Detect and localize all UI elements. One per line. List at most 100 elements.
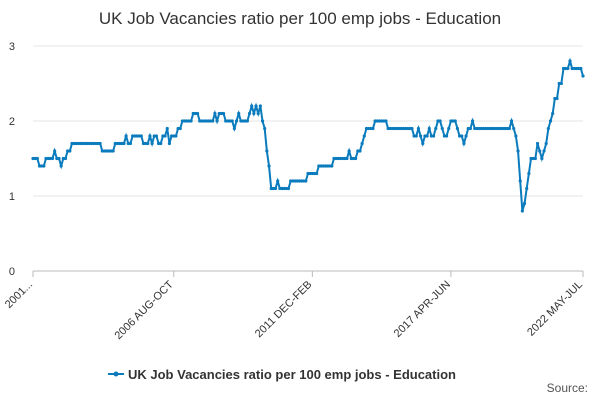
- data-point: [163, 134, 167, 138]
- data-point: [551, 111, 555, 116]
- data-point: [286, 186, 291, 191]
- data-point: [362, 134, 366, 138]
- data-point: [68, 149, 72, 153]
- data-point: [247, 111, 252, 116]
- data-point: [35, 156, 39, 161]
- data-point: [128, 141, 133, 146]
- data-point: [146, 141, 150, 146]
- data-point: [330, 164, 334, 168]
- data-point: [245, 119, 249, 123]
- data-point: [124, 134, 128, 138]
- data-point: [154, 134, 159, 138]
- data-point: [111, 149, 115, 153]
- data-point: [455, 126, 460, 131]
- data-point: [42, 164, 46, 168]
- data-point: [527, 171, 531, 176]
- y-tick-label: 3: [9, 41, 15, 53]
- data-point: [221, 111, 226, 116]
- data-point: [57, 156, 61, 161]
- data-point: [150, 141, 154, 146]
- data-point: [518, 179, 522, 183]
- data-point: [542, 149, 546, 153]
- data-point: [525, 186, 529, 191]
- data-point: [559, 81, 563, 86]
- data-point: [256, 111, 260, 116]
- data-point: [555, 96, 559, 101]
- data-point: [63, 156, 68, 161]
- data-point: [304, 179, 308, 183]
- data-point: [273, 186, 278, 191]
- data-point: [167, 141, 172, 146]
- data-point: [265, 149, 269, 153]
- data-point: [276, 179, 280, 183]
- data-point: [440, 126, 444, 131]
- data-point: [546, 126, 550, 131]
- data-point: [414, 134, 418, 138]
- x-tick-label: 2011 DEC-FEB: [253, 279, 315, 341]
- data-point: [215, 119, 219, 123]
- data-point: [453, 119, 457, 123]
- data-point: [358, 149, 362, 153]
- data-point: [59, 164, 63, 168]
- data-point: [50, 156, 55, 161]
- data-point: [581, 74, 585, 78]
- data-point: [98, 141, 102, 146]
- data-point: [522, 201, 527, 206]
- data-point: [514, 134, 518, 138]
- data-point: [538, 149, 542, 153]
- data-point: [371, 126, 375, 131]
- data-point: [232, 126, 236, 131]
- data-point: [211, 119, 215, 123]
- legend-label: UK Job Vacancies ratio per 100 emp jobs …: [128, 367, 456, 382]
- data-point: [250, 104, 254, 108]
- data-point: [464, 134, 468, 138]
- y-tick-label: 1: [9, 191, 15, 203]
- data-point: [520, 209, 524, 213]
- data-point: [410, 126, 414, 131]
- data-point: [579, 66, 583, 71]
- data-point: [533, 156, 537, 161]
- data-point: [315, 171, 319, 176]
- data-point: [468, 126, 473, 131]
- data-point: [139, 134, 143, 138]
- data-point: [427, 126, 431, 131]
- data-point: [418, 134, 423, 138]
- data-point: [516, 149, 520, 153]
- data-point: [252, 111, 256, 116]
- data-point: [416, 126, 421, 131]
- data-point: [544, 141, 548, 146]
- data-point: [447, 126, 451, 131]
- data-point: [165, 126, 169, 131]
- data-point: [431, 134, 436, 138]
- data-point: [360, 141, 364, 146]
- data-point: [444, 134, 449, 138]
- data-point: [535, 141, 540, 146]
- data-point: [354, 156, 358, 161]
- data-point: [230, 119, 234, 123]
- data-point: [178, 126, 182, 131]
- data-point: [462, 141, 466, 146]
- data-point: [434, 126, 438, 131]
- data-point: [159, 141, 163, 146]
- series-line: [33, 57, 584, 212]
- data-point: [540, 156, 544, 161]
- data-point: [548, 119, 553, 123]
- data-point: [148, 134, 152, 138]
- data-point: [254, 104, 258, 108]
- data-point: [509, 119, 514, 123]
- data-point: [470, 119, 475, 123]
- data-point: [421, 141, 425, 146]
- y-tick-label: 0: [9, 266, 15, 278]
- data-point: [237, 111, 241, 116]
- data-point: [512, 126, 516, 131]
- data-point: [189, 119, 193, 123]
- x-tick-label: 2017 APR-JUN: [392, 279, 453, 340]
- data-point: [213, 111, 217, 116]
- data-point: [258, 104, 262, 108]
- data-point: [174, 134, 178, 138]
- data-point: [195, 111, 200, 116]
- data-point: [345, 156, 349, 161]
- data-point: [234, 119, 239, 123]
